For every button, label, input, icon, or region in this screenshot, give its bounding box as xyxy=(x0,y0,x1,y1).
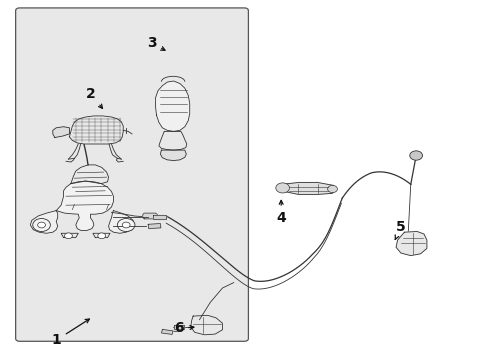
Polygon shape xyxy=(30,211,58,233)
Text: 6: 6 xyxy=(173,321,193,335)
Polygon shape xyxy=(69,116,123,144)
Polygon shape xyxy=(160,150,186,161)
Text: 3: 3 xyxy=(146,36,164,50)
Polygon shape xyxy=(93,233,110,238)
Polygon shape xyxy=(161,329,173,334)
Text: 2: 2 xyxy=(85,87,102,108)
Circle shape xyxy=(117,219,135,231)
Circle shape xyxy=(98,233,105,239)
Circle shape xyxy=(33,219,50,231)
Polygon shape xyxy=(153,215,165,219)
FancyBboxPatch shape xyxy=(16,8,248,341)
Polygon shape xyxy=(53,127,69,138)
Circle shape xyxy=(122,222,130,228)
Polygon shape xyxy=(155,81,189,131)
Polygon shape xyxy=(173,325,184,329)
Polygon shape xyxy=(61,233,78,238)
Circle shape xyxy=(64,233,72,239)
Polygon shape xyxy=(71,165,108,184)
Polygon shape xyxy=(148,224,161,229)
Polygon shape xyxy=(159,131,186,150)
Circle shape xyxy=(327,185,337,193)
Polygon shape xyxy=(190,315,222,335)
Circle shape xyxy=(409,151,422,160)
Polygon shape xyxy=(142,213,157,219)
Text: 1: 1 xyxy=(51,319,89,347)
Polygon shape xyxy=(108,211,134,233)
Text: 4: 4 xyxy=(276,201,285,225)
Circle shape xyxy=(275,183,289,193)
Text: 5: 5 xyxy=(394,220,405,239)
Polygon shape xyxy=(56,181,113,230)
Polygon shape xyxy=(277,183,334,194)
Polygon shape xyxy=(395,231,426,256)
Circle shape xyxy=(38,222,45,228)
